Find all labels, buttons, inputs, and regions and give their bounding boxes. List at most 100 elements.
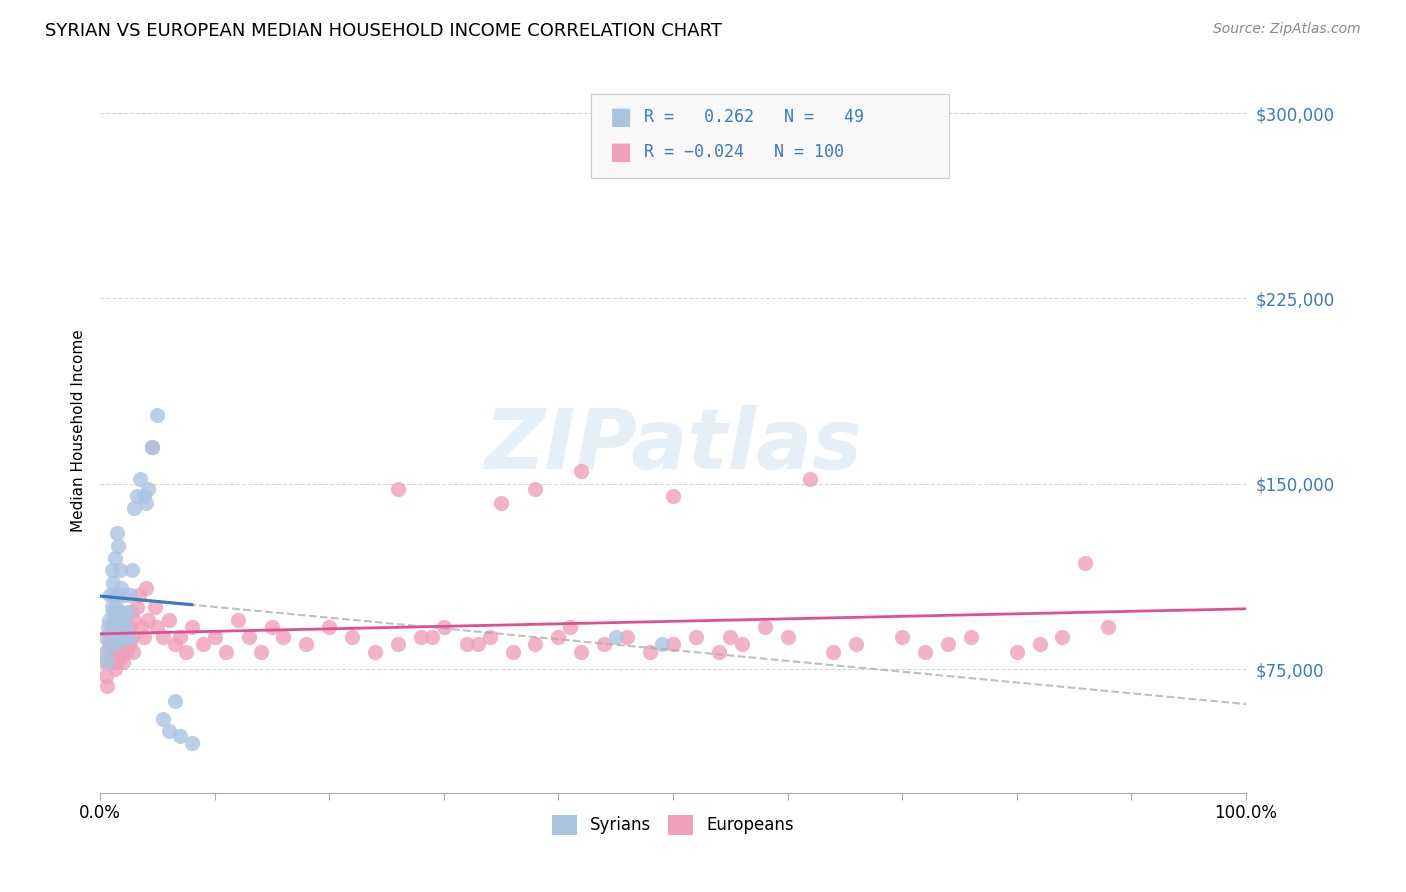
Point (152, 712, 174, 726)
Point (105, 526, 128, 541)
Text: R = −0.024   N = 100: R = −0.024 N = 100 (644, 143, 844, 161)
Point (936, 637, 959, 651)
Point (891, 630, 914, 644)
Point (115, 620, 138, 634)
Point (135, 496, 157, 510)
Point (124, 501, 146, 516)
Point (115, 645, 138, 659)
Point (112, 637, 135, 651)
Point (295, 637, 318, 651)
Point (146, 408, 169, 422)
Point (93, 630, 115, 644)
Point (157, 723, 180, 738)
Point (135, 581, 157, 595)
Point (524, 637, 547, 651)
Point (136, 482, 159, 496)
Point (129, 472, 152, 486)
Point (169, 630, 191, 644)
Point (117, 630, 139, 644)
Point (101, 605, 124, 619)
Point (112, 613, 135, 627)
Point (478, 630, 501, 644)
Point (100, 620, 122, 634)
Point (502, 645, 524, 659)
Point (174, 645, 197, 659)
Point (114, 630, 136, 644)
Point (100, 630, 122, 644)
Point (1005, 645, 1028, 659)
Point (593, 637, 616, 651)
Point (754, 620, 776, 634)
Point (107, 630, 129, 644)
Point (157, 613, 180, 627)
Point (204, 630, 226, 644)
Point (96, 679, 118, 693)
Point (94, 669, 117, 683)
Point (1052, 630, 1074, 644)
Point (118, 637, 141, 651)
Point (152, 630, 174, 644)
Point (569, 464, 592, 478)
Text: ■: ■ (610, 140, 633, 163)
Point (524, 482, 547, 496)
Point (180, 736, 202, 750)
Point (1074, 556, 1097, 570)
Point (662, 489, 685, 503)
Point (100, 563, 122, 577)
Point (110, 581, 132, 595)
Point (1028, 637, 1050, 651)
Point (121, 630, 143, 644)
Y-axis label: Median Household Income: Median Household Income (72, 329, 86, 532)
Point (131, 620, 153, 634)
Point (146, 620, 169, 634)
Point (104, 662, 127, 676)
Point (107, 539, 129, 553)
Text: Source: ZipAtlas.com: Source: ZipAtlas.com (1213, 22, 1361, 37)
Point (97, 620, 120, 634)
Point (226, 613, 249, 627)
Point (103, 588, 125, 602)
Point (558, 620, 581, 634)
Point (104, 613, 127, 627)
Point (180, 620, 202, 634)
Point (238, 630, 260, 644)
Point (107, 620, 129, 634)
Text: ZIPatlas: ZIPatlas (484, 405, 862, 485)
Point (105, 600, 128, 615)
Point (112, 588, 135, 602)
Point (107, 588, 129, 602)
Point (422, 630, 444, 644)
Point (104, 637, 127, 651)
Point (914, 645, 936, 659)
Point (193, 637, 215, 651)
Point (125, 489, 148, 503)
Point (105, 655, 128, 669)
Point (959, 630, 981, 644)
Point (141, 440, 163, 454)
Point (114, 630, 136, 644)
Point (662, 637, 685, 651)
Point (845, 637, 868, 651)
Legend: Syrians, Europeans: Syrians, Europeans (551, 814, 794, 835)
Point (215, 645, 238, 659)
Point (169, 729, 191, 743)
Text: ■: ■ (610, 105, 633, 128)
Point (121, 563, 143, 577)
Point (94, 645, 117, 659)
Text: R =   0.262   N =   49: R = 0.262 N = 49 (644, 108, 863, 126)
Point (108, 637, 131, 651)
Point (118, 630, 141, 644)
Point (136, 613, 159, 627)
Point (318, 620, 340, 634)
Point (105, 645, 128, 659)
Point (433, 620, 456, 634)
Point (100, 630, 122, 644)
Point (128, 588, 150, 602)
Point (260, 620, 283, 634)
Point (101, 637, 124, 651)
Point (125, 600, 148, 615)
Point (273, 630, 295, 644)
Point (249, 645, 271, 659)
Point (103, 649, 125, 664)
Point (105, 630, 128, 644)
